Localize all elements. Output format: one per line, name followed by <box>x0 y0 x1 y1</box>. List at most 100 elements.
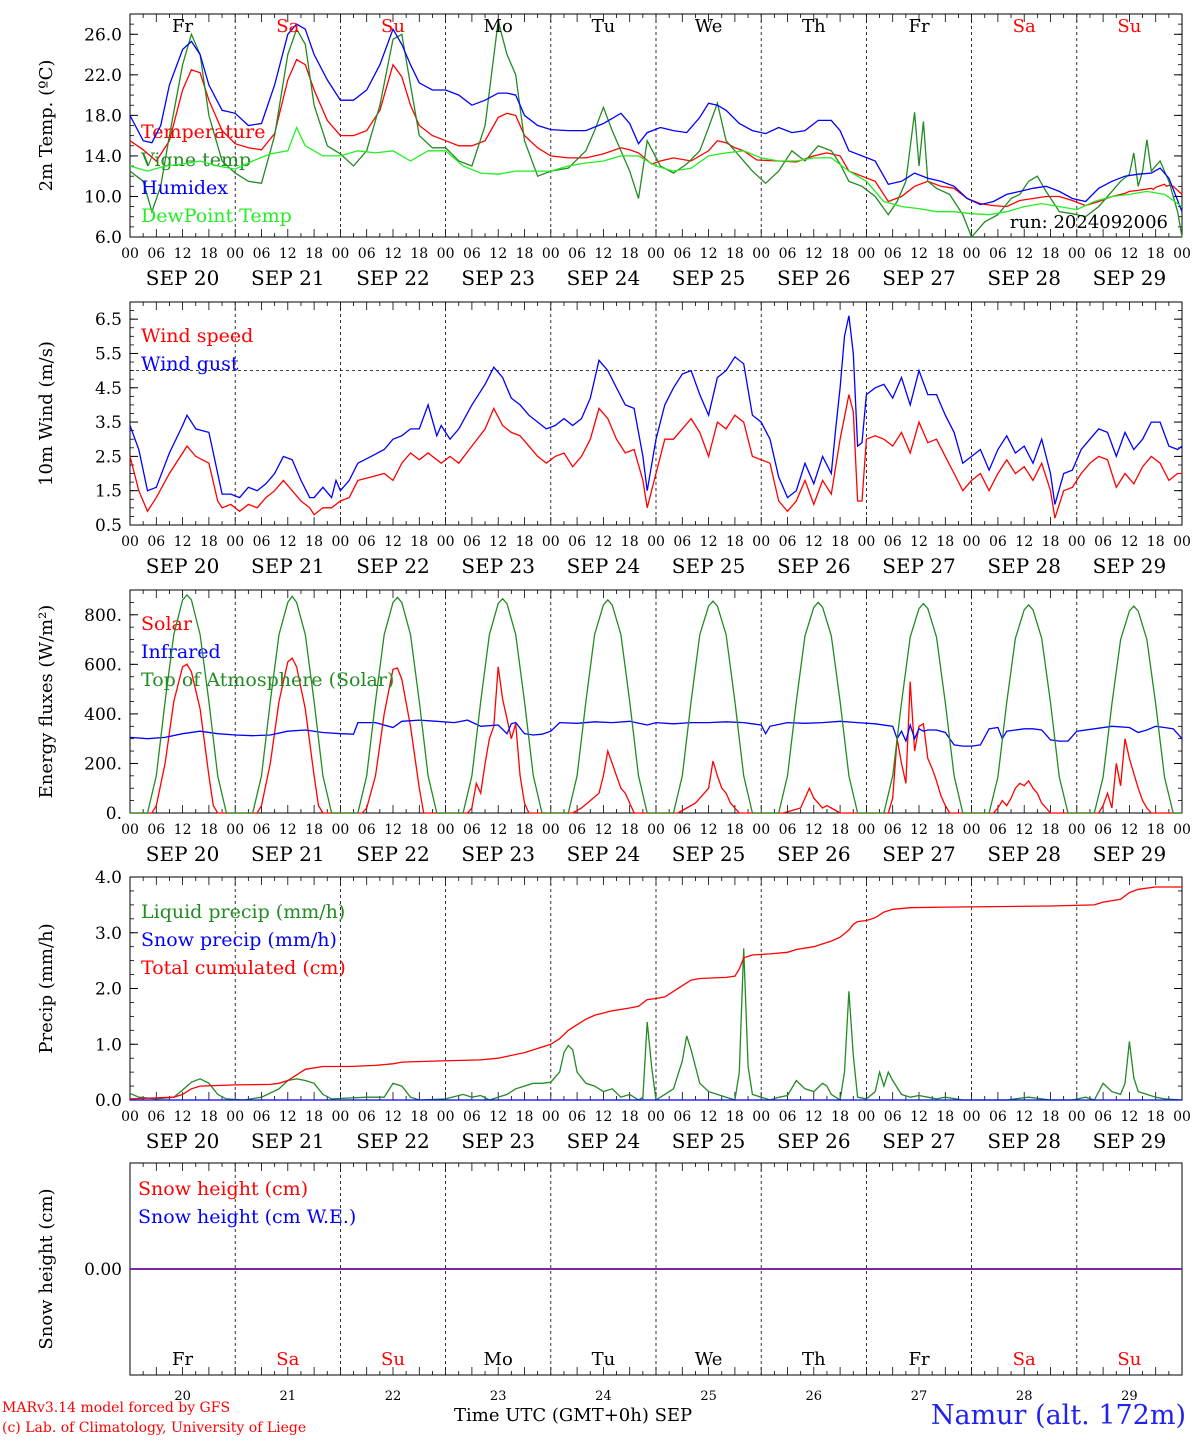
model-credit: MARv3.14 model forced by GFS <box>2 1400 231 1416</box>
x-hour-label: 00 <box>226 822 244 838</box>
x-hour-label: 00 <box>331 246 349 262</box>
x-hour-label: 00 <box>1173 822 1191 838</box>
x-hour-label: 00 <box>542 534 560 550</box>
x-hour-label: 12 <box>700 822 718 838</box>
x-date-label: SEP 21 <box>251 554 325 578</box>
x-hour-label: 12 <box>384 534 402 550</box>
x-hour-label: 06 <box>463 822 481 838</box>
legend-entry: Top of Atmosphere (Solar) <box>141 669 394 691</box>
y-tick-label: 4.5 <box>95 379 122 399</box>
x-hour-label: 06 <box>147 534 165 550</box>
x-hour-label: 18 <box>621 1109 639 1125</box>
x-hour-label: 12 <box>805 822 823 838</box>
day-name-label: Fr <box>908 16 929 37</box>
x-date-label: SEP 22 <box>356 266 430 290</box>
x-date-label: SEP 25 <box>672 554 746 578</box>
x-hour-label: 12 <box>489 246 507 262</box>
x-hour-label: 12 <box>594 1109 612 1125</box>
x-hour-label: 06 <box>568 534 586 550</box>
x-hour-label: 00 <box>1068 246 1086 262</box>
x-date-label: SEP 25 <box>672 266 746 290</box>
x-hour-label: 12 <box>1015 1109 1033 1125</box>
legend-entry: Humidex <box>141 177 228 199</box>
legend-entry: Wind speed <box>141 325 253 347</box>
y-tick-label: 0.00 <box>84 1260 122 1280</box>
x-date-label: SEP 22 <box>356 1129 430 1153</box>
series-line-3 <box>129 23 1183 212</box>
x-axis-title: Time UTC (GMT+0h) SEP <box>454 1405 693 1426</box>
y-tick-label: 200. <box>84 754 122 774</box>
x-hour-label: 12 <box>700 246 718 262</box>
x-hour-label: 00 <box>647 1109 665 1125</box>
y-axis-label: Snow height (cm) <box>36 1188 57 1349</box>
x-hour-label: 12 <box>489 822 507 838</box>
day-name-label: Sa <box>1013 1349 1036 1370</box>
x-hour-label: 12 <box>384 1109 402 1125</box>
x-hour-label: 00 <box>857 246 875 262</box>
x-hour-label: 00 <box>647 822 665 838</box>
x-hour-label: 18 <box>831 534 849 550</box>
x-hour-label: 12 <box>1015 822 1033 838</box>
x-date-label: SEP 27 <box>882 1129 956 1153</box>
x-date-label: SEP 27 <box>882 266 956 290</box>
y-tick-label: 0.5 <box>95 516 122 536</box>
x-hour-label: 12 <box>910 1109 928 1125</box>
x-day-number: 28 <box>1016 1389 1033 1400</box>
station-name: Namur (alt. 172m) <box>930 1400 1186 1431</box>
x-date-label: SEP 21 <box>251 1129 325 1153</box>
x-date-label: SEP 27 <box>882 554 956 578</box>
x-hour-label: 00 <box>437 1109 455 1125</box>
x-hour-label: 00 <box>1173 1109 1191 1125</box>
x-date-label: SEP 21 <box>251 266 325 290</box>
legend-entry: Solar <box>141 613 193 635</box>
x-date-label: SEP 24 <box>567 1129 641 1153</box>
x-day-number: 24 <box>595 1389 612 1400</box>
day-name-label: Su <box>1117 16 1141 37</box>
x-hour-label: 18 <box>1042 1109 1060 1125</box>
x-hour-label: 18 <box>1147 1109 1165 1125</box>
x-hour-label: 00 <box>226 1109 244 1125</box>
x-hour-label: 12 <box>594 822 612 838</box>
x-date-label: SEP 22 <box>356 842 430 866</box>
y-tick-label: 600. <box>84 655 122 675</box>
x-hour-label: 18 <box>1147 246 1165 262</box>
x-hour-label: 18 <box>936 246 954 262</box>
x-date-label: SEP 24 <box>567 266 641 290</box>
x-hour-label: 12 <box>1120 1109 1138 1125</box>
x-hour-label: 18 <box>516 246 534 262</box>
x-date-label: SEP 29 <box>1093 842 1167 866</box>
series-line-1 <box>129 58 1183 208</box>
panel-5: 0.00 Snow height (cm) Snow height (cm) Snow… <box>36 1162 1183 1400</box>
panel-1: 6.0 10.0 14.0 18.0 22.0 26.0 2m Temp. (ºC) Temp… <box>36 13 1191 290</box>
x-hour-label: 18 <box>516 822 534 838</box>
x-hour-label: 18 <box>305 534 323 550</box>
run-label: run: 2024092006 <box>1010 212 1168 233</box>
x-hour-label: 06 <box>358 822 376 838</box>
legend-entry: Liquid precip (mm/h) <box>141 901 345 923</box>
x-date-label: SEP 23 <box>461 1129 535 1153</box>
series-line-2 <box>129 20 1183 239</box>
x-hour-label: 00 <box>542 246 560 262</box>
x-hour-label: 12 <box>910 534 928 550</box>
x-hour-label: 18 <box>1042 534 1060 550</box>
x-hour-label: 06 <box>989 1109 1007 1125</box>
series-line-1 <box>129 948 1183 1102</box>
x-hour-label: 06 <box>463 246 481 262</box>
x-hour-label: 12 <box>700 534 718 550</box>
series-line-3 <box>130 594 1182 814</box>
x-hour-label: 00 <box>647 246 665 262</box>
x-hour-label: 00 <box>437 534 455 550</box>
series-line-1 <box>130 657 1182 814</box>
x-hour-label: 00 <box>752 1109 770 1125</box>
x-day-number: 29 <box>1121 1389 1138 1400</box>
x-hour-label: 18 <box>305 1109 323 1125</box>
x-hour-label: 00 <box>1068 822 1086 838</box>
x-hour-label: 18 <box>200 534 218 550</box>
day-name-label: We <box>695 1349 723 1370</box>
x-hour-label: 12 <box>700 1109 718 1125</box>
x-hour-label: 06 <box>1094 246 1112 262</box>
y-tick-label: 3.5 <box>95 413 122 433</box>
x-date-label: SEP 28 <box>987 1129 1061 1153</box>
series-line-3 <box>129 886 1182 1100</box>
legend-entry: Total cumulated (cm) <box>141 957 346 979</box>
